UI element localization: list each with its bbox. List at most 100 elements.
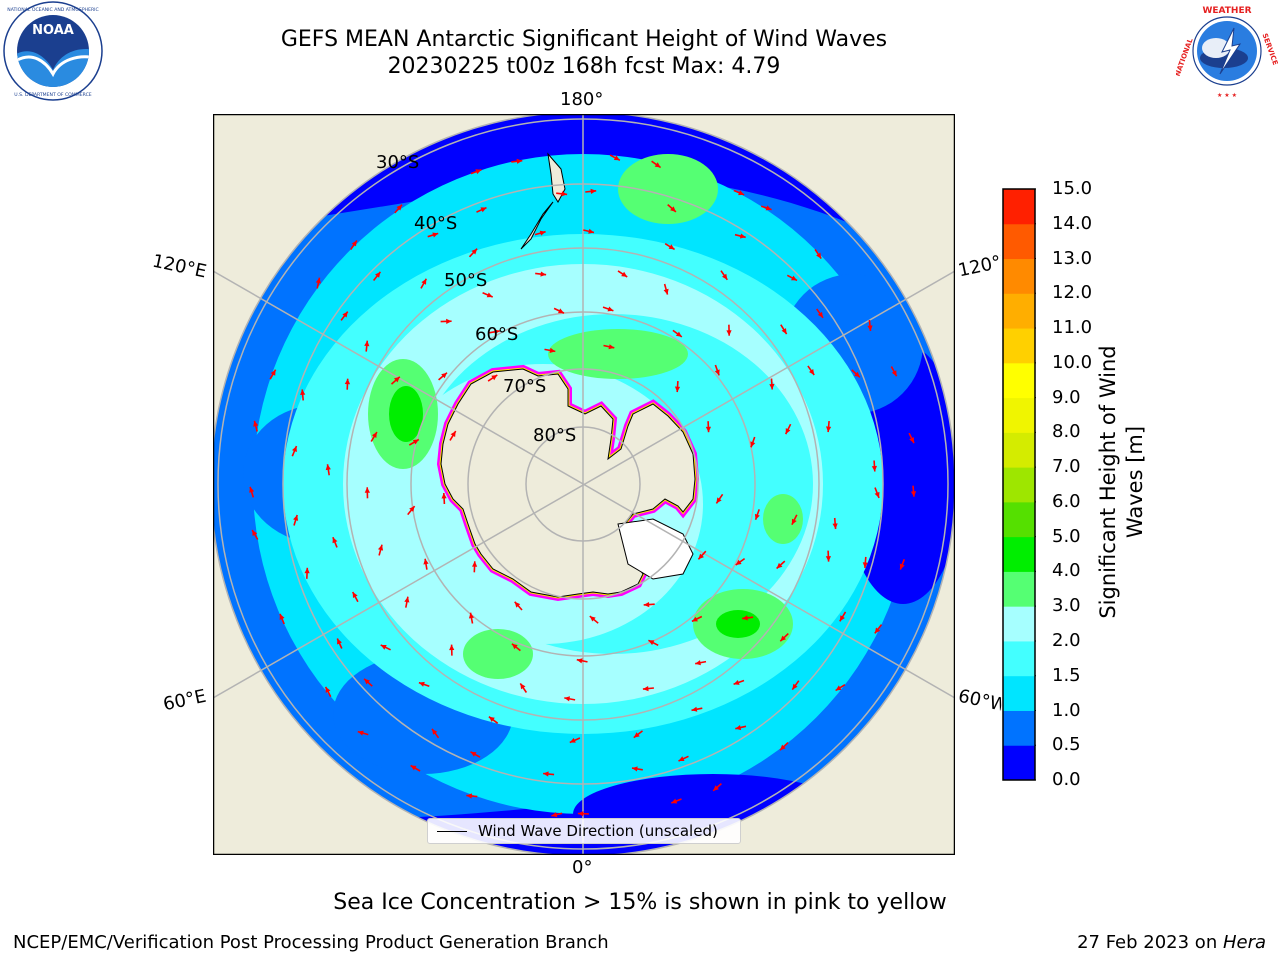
wave-direction-arrowhead — [780, 744, 786, 751]
wave-direction-arrowhead — [862, 562, 868, 568]
legend-label: Wind Wave Direction (unscaled) — [478, 822, 718, 840]
colorbar-tick-label: 12.0 — [1052, 282, 1093, 304]
wave-direction-arrowhead — [446, 318, 452, 324]
colorbar-band — [1003, 362, 1035, 399]
svg-text:NOAA: NOAA — [32, 23, 74, 38]
wave-direction-arrowhead — [325, 464, 331, 471]
colorbar-tick-label: 1.5 — [1052, 664, 1081, 686]
wave-direction-arrowhead — [577, 811, 584, 817]
wave-direction-arrowhead — [754, 513, 760, 520]
wave-direction-arrowhead — [739, 233, 746, 239]
colorbar-tick-label: 5.0 — [1052, 525, 1081, 547]
wave-direction-arrowhead — [867, 325, 873, 331]
wave-direction-arrowhead — [520, 683, 526, 690]
noaa-logo: NOAA NATIONAL OCEANIC AND ATMOSPHERIC U.… — [3, 1, 103, 101]
wave-direction-arrowhead — [351, 240, 357, 247]
wave-direction-arrowhead — [342, 311, 348, 318]
wave-direction-arrowhead — [698, 553, 704, 560]
lat-label-80s: 80°S — [533, 425, 577, 446]
wave-direction-arrowhead — [432, 728, 438, 735]
wave-direction-arrowhead — [621, 271, 628, 277]
wave-direction-arrowhead — [471, 248, 478, 255]
wave-direction-arrowhead — [817, 311, 823, 318]
colorbar-tick-label: 1.0 — [1052, 699, 1081, 721]
wave-direction-arrowhead — [590, 188, 597, 194]
lat-label-40s: 40°S — [414, 213, 458, 234]
wave-direction-arrowhead — [561, 191, 568, 197]
wave-direction-arrowhead — [315, 277, 321, 284]
wave-direction-arrowhead — [671, 798, 678, 804]
wave-direction-arrowhead — [279, 613, 285, 620]
wave-direction-arrowhead — [670, 206, 676, 212]
wave-direction-arrowhead — [589, 616, 596, 622]
wave-direction-arrowhead — [891, 370, 897, 377]
wave-direction-arrowhead — [449, 644, 455, 651]
nws-logo: WEATHER ★ ★ ★ NATIONAL SERVICE — [1176, 2, 1278, 100]
wave-direction-arrowhead — [825, 556, 831, 562]
colorbar-band — [1003, 467, 1035, 503]
colorbar-ticks: 0.0 0.5 1.0 1.5 2.0 3.0 4.0 5.0 6.0 7.0 8.0 9.0 10.0… — [1052, 179, 1112, 790]
colorbar-band — [1003, 293, 1035, 329]
wave-direction-arrowhead — [337, 638, 342, 645]
colorbar-tick-label: 11.0 — [1052, 317, 1093, 339]
colorbar-tick-label: 13.0 — [1052, 247, 1093, 269]
wave-direction-arrowhead — [249, 486, 255, 493]
wave-direction-arrowhead — [722, 273, 728, 280]
wave-direction-arrowhead — [253, 420, 259, 427]
colorbar-band — [1003, 501, 1035, 538]
wave-direction-arrowhead — [695, 660, 701, 666]
wave-direction-arrowhead — [564, 696, 570, 702]
wave-direction-arrowhead — [816, 252, 822, 259]
lon-label-0: 0° — [572, 857, 593, 878]
wave-direction-arrowhead — [292, 446, 297, 452]
svg-text:U.S. DEPARTMENT OF COMMERCE: U.S. DEPARTMENT OF COMMERCE — [14, 92, 91, 98]
wave-direction-arrowhead — [364, 678, 370, 685]
wave-direction-arrowhead — [781, 328, 787, 335]
wave-direction-arrowhead — [663, 288, 669, 295]
wave-direction-arrowhead — [441, 372, 447, 379]
wave-direction-arrowhead — [352, 592, 358, 598]
wave-direction-arrowhead — [252, 530, 258, 536]
wave-direction-arrowhead — [472, 561, 478, 567]
lat-label-60s: 60°S — [475, 324, 519, 345]
wave-direction-arrowhead — [643, 602, 650, 608]
ross-ice-shelf — [617, 518, 694, 580]
wave-direction-arrowhead — [412, 439, 419, 445]
colorbar-band — [1003, 571, 1035, 607]
wave-direction-arrowhead — [871, 465, 877, 472]
wave-direction-arrowhead — [380, 645, 387, 650]
colorbar-tick-label: 10.0 — [1052, 351, 1093, 373]
wave-direction-arrowhead — [835, 685, 842, 691]
legend-line-sample — [437, 831, 467, 832]
colorbar-band — [1003, 536, 1035, 572]
wave-direction-arrowhead — [423, 558, 429, 565]
wave-direction-arrowhead — [543, 771, 549, 777]
colorbar-tick-label: 2.0 — [1052, 629, 1081, 651]
colorbar-tick-label: 0.0 — [1052, 769, 1081, 790]
wave-direction-arrowhead — [486, 292, 493, 298]
wave-direction-arrowhead — [909, 437, 914, 444]
wave-direction-arrowhead — [304, 567, 310, 574]
colorbar — [1002, 188, 1036, 781]
wave-direction-arrowhead — [608, 344, 615, 350]
wave-direction-arrowhead — [410, 765, 417, 771]
colorbar-band — [1003, 223, 1035, 260]
colorbar-band — [1003, 606, 1035, 642]
wave-direction-arrowhead — [450, 431, 456, 437]
wave-direction-arrowhead — [576, 658, 583, 664]
wave-direction-arrowhead — [733, 680, 740, 685]
wave-direction-arrowhead — [780, 635, 786, 642]
wave-direction-arrowhead — [832, 523, 838, 529]
wave-direction-arrowhead — [791, 275, 797, 281]
wave-direction-arrowhead — [421, 278, 427, 285]
colorbar-band — [1003, 745, 1035, 781]
colorbar-tick-label: 3.0 — [1052, 595, 1081, 617]
lat-label-30s: 30°S — [376, 152, 420, 173]
wave-direction-arrowhead — [716, 497, 722, 504]
wave-direction-arrowhead — [735, 559, 742, 565]
wave-direction-arrowhead — [549, 347, 556, 353]
colorbar-tick-label: 0.5 — [1052, 734, 1081, 756]
wave-direction-arrowhead — [491, 375, 498, 381]
wave-direction-arrowhead — [854, 371, 860, 378]
map-panel — [213, 114, 955, 855]
